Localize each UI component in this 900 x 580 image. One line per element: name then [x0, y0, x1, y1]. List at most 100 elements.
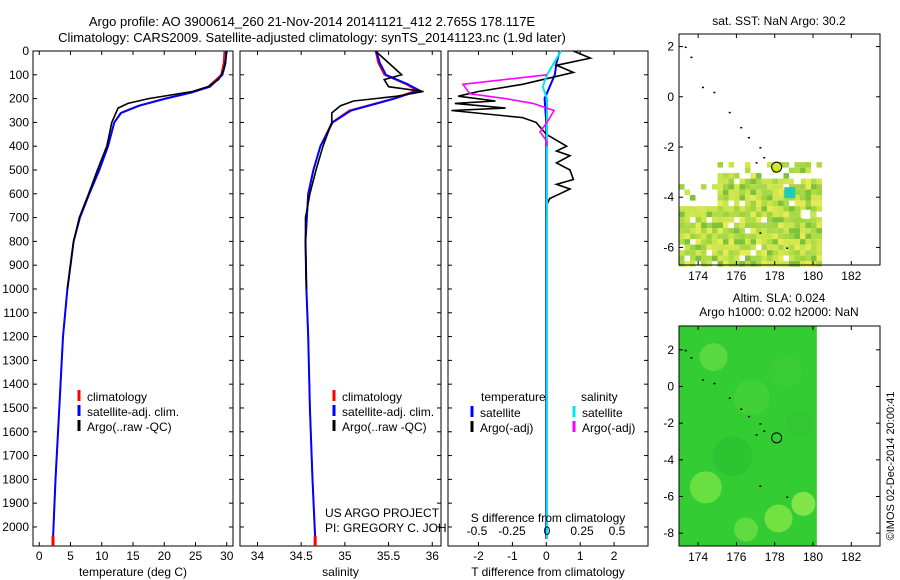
sst-cell — [745, 189, 751, 196]
sst-cell — [712, 244, 718, 251]
sst-cell — [684, 211, 690, 218]
x-tick-label: 1 — [577, 549, 584, 563]
top-tick-label: -0.25 — [498, 524, 526, 538]
sst-cell — [734, 222, 740, 229]
legend-label: satellite — [480, 406, 521, 420]
sst-cell — [690, 233, 696, 240]
sst-cell — [679, 228, 685, 234]
sst-cell — [756, 200, 762, 207]
sst-cell — [717, 239, 723, 245]
coast-dot — [690, 56, 693, 59]
legend-label: climatology — [342, 390, 402, 404]
sst-cell — [695, 244, 701, 251]
sst-cell — [701, 211, 707, 218]
sst-cell — [805, 189, 811, 196]
sst-cell — [750, 206, 756, 212]
sst-cell — [800, 162, 806, 168]
sst-cell — [767, 162, 773, 168]
sst-cell — [750, 189, 756, 196]
sst-cell — [800, 255, 806, 262]
sst-cell — [816, 244, 822, 251]
sst-cell — [767, 239, 773, 245]
sst-cell — [783, 162, 789, 168]
sst-cell — [739, 228, 745, 234]
sst-cell — [767, 250, 773, 256]
coast-dot — [713, 91, 716, 94]
y-tick-label: 100 — [9, 68, 29, 82]
sst-cell — [805, 255, 811, 262]
sst-cell — [794, 167, 800, 174]
sst-cell — [695, 228, 701, 234]
sst-cell — [756, 255, 762, 262]
sst-cell — [739, 250, 745, 256]
sst-cell — [794, 233, 800, 240]
sst-cell — [690, 206, 696, 212]
sst-cell — [778, 244, 784, 251]
sst-cell — [805, 200, 811, 207]
sst-cell — [783, 217, 789, 223]
sst-cell — [690, 244, 696, 251]
sst-cell — [811, 184, 817, 190]
series-line — [304, 50, 424, 290]
sst-cell — [783, 244, 789, 251]
sst-cell — [750, 195, 756, 201]
sst-cell — [679, 255, 685, 262]
sst-cell — [783, 233, 789, 240]
sst-cell — [690, 228, 696, 234]
y-tick-label: 500 — [9, 163, 29, 177]
temperature-panel: 0100200300400500600700800900100011001200… — [2, 44, 233, 579]
sst-cell — [800, 178, 806, 185]
sst-cell — [800, 217, 806, 223]
sst-cell — [756, 261, 762, 267]
y-tick-label: 400 — [9, 139, 29, 153]
sst-cell — [684, 244, 690, 251]
coast-dot — [740, 408, 743, 410]
sst-cell — [706, 211, 712, 218]
series-line — [304, 50, 422, 539]
plot-frame — [239, 50, 442, 547]
sst-cell — [811, 217, 817, 223]
sst-cell — [805, 162, 811, 168]
coast-dot — [701, 379, 704, 381]
sst-cell — [728, 178, 734, 185]
x-tick-label: 34.5 — [289, 549, 313, 563]
sst-cell — [745, 222, 751, 229]
sst-cell — [767, 228, 773, 234]
sst-cell — [695, 211, 701, 218]
sst-cell — [772, 222, 778, 229]
sst-cell — [723, 173, 729, 179]
sst-cell — [679, 211, 685, 218]
legend-label: Argo(-adj) — [480, 421, 533, 435]
sst-cell — [717, 184, 723, 190]
y-tick-label: 700 — [9, 211, 29, 225]
sst-cell — [811, 200, 817, 207]
sst-cell — [756, 173, 762, 179]
sst-cell — [745, 195, 751, 201]
sst-cell — [712, 233, 718, 240]
y-tick-label: 0 — [667, 90, 674, 104]
series-line — [541, 50, 562, 539]
sst-cell — [811, 222, 817, 229]
sst-cell — [761, 222, 767, 229]
sst-cell — [750, 200, 756, 207]
sst-cell — [783, 206, 789, 212]
sst-cell — [717, 195, 723, 201]
sst-cell — [690, 195, 696, 201]
sst-cell — [712, 222, 718, 229]
sst-cell — [690, 261, 696, 267]
sst-cell — [739, 233, 745, 240]
sst-cell — [717, 162, 723, 168]
sst-cell — [805, 206, 811, 212]
coast-dot — [786, 496, 789, 498]
sst-cell — [767, 255, 773, 262]
sst-cell — [805, 217, 811, 223]
sst-cell — [750, 255, 756, 262]
sst-cell — [811, 178, 817, 185]
y-tick-label: 1700 — [2, 449, 29, 463]
sst-cell — [805, 195, 811, 201]
x-tick-label: 0 — [543, 549, 550, 563]
sst-cell — [728, 211, 734, 218]
sst-cell — [761, 228, 767, 234]
sst-cell — [772, 255, 778, 262]
x-axis-label: T difference from climatology — [471, 565, 625, 579]
